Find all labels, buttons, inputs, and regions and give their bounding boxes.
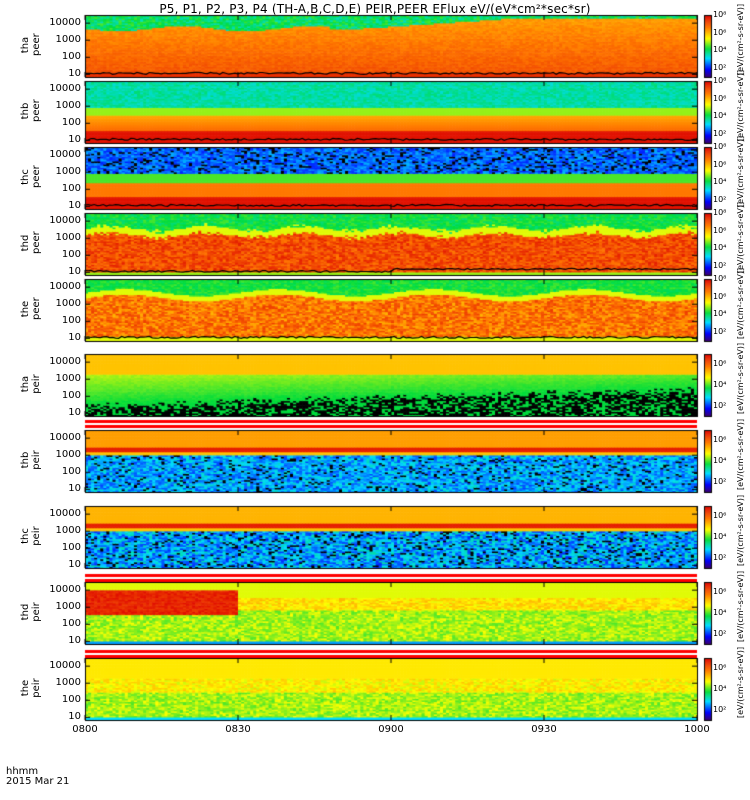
colorbar-label: [eV/(cm²-s-sr-eV)]: [736, 342, 745, 414]
colorbar-tick-label: 10⁸: [713, 142, 727, 151]
colorbar-tick-label: 10²: [713, 327, 727, 337]
y-tick-label: 10000: [49, 149, 81, 161]
x-tick-label: 0900: [378, 724, 404, 735]
y-tick-label: 10000: [49, 17, 81, 29]
y-tick-label: 1000: [55, 601, 81, 613]
y-tick-label: 10: [68, 134, 81, 146]
y-tick-label: 100: [61, 51, 81, 63]
y-tick-label: 10000: [49, 660, 81, 672]
y-tick-label: 10: [68, 407, 81, 419]
y-tick-label: 10: [68, 711, 81, 723]
y-tick-label: 10: [68, 332, 81, 344]
colorbar-tick-label: 10²: [713, 628, 727, 638]
y-tick-label: 10000: [49, 215, 81, 227]
colorbar-tick-label: 10⁶: [713, 511, 727, 521]
colorbar-tick-label: 10⁴: [713, 45, 727, 55]
colorbar-tick-label: 10⁴: [713, 532, 727, 541]
y-tick-label: 100: [61, 315, 81, 327]
y-tick-label: 100: [61, 183, 81, 195]
colorbar-label: [eV/(cm²-s-sr-eV)]: [736, 3, 745, 75]
y-tick-label: 1000: [55, 525, 81, 537]
date-label: 2015 Mar 21: [6, 776, 70, 787]
y-tick-label: 10: [68, 483, 81, 495]
y-tick-label: 10: [68, 68, 81, 80]
colorbar-tick-label: 10⁶: [713, 291, 727, 301]
colorbar-tick-label: 10⁶: [713, 359, 727, 369]
y-tick-label: 100: [61, 249, 81, 261]
colorbar-tick-label: 10⁸: [713, 208, 727, 217]
colorbar-tick-label: 10²: [713, 195, 727, 205]
y-tick-label: 10000: [49, 281, 81, 293]
colorbar-tick-label: 10⁶: [713, 435, 727, 445]
colorbar-tick-label: 10⁶: [713, 93, 727, 103]
colorbar-tick-label: 10⁴: [713, 243, 727, 253]
colorbar-tick-label: 10⁴: [713, 177, 727, 187]
x-axis-label: hhmm: [6, 766, 39, 777]
colorbar-tick-label: 10⁴: [713, 380, 727, 389]
colorbar-label: [eV/(cm²-s-sr-eV)]: [736, 646, 745, 718]
x-tick-label: 1000: [684, 724, 710, 735]
colorbar-tick-label: 10⁶: [713, 27, 727, 37]
colorbar-tick-label: 10²: [713, 476, 727, 486]
colorbar-tick-label: 10⁸: [713, 274, 727, 283]
colorbar-label: [eV/(cm²-s-sr-eV)]: [736, 69, 745, 141]
y-tick-label: 10000: [49, 508, 81, 520]
colorbar-tick-label: 10⁸: [713, 10, 727, 19]
y-tick-label: 1000: [55, 100, 81, 112]
y-tick-label: 100: [61, 117, 81, 129]
colorbar-label: [eV/(cm²-s-sr-eV)]: [736, 267, 745, 339]
colorbar-tick-label: 10⁶: [713, 587, 727, 597]
y-tick-label: 10: [68, 266, 81, 278]
colorbar-tick-label: 10²: [713, 129, 727, 139]
colorbar-tick-label: 10⁴: [713, 111, 727, 121]
y-tick-label: 1000: [55, 449, 81, 461]
colorbar-tick-label: 10⁴: [713, 309, 727, 319]
colorbar-label: [eV/(cm²-s-sr-eV)]: [736, 494, 745, 566]
y-tick-label: 10: [68, 200, 81, 212]
y-tick-label: 10: [68, 559, 81, 571]
y-tick-label: 1000: [55, 34, 81, 46]
y-tick-label: 1000: [55, 298, 81, 310]
x-tick-label: 0830: [225, 724, 251, 735]
colorbar-tick-label: 10⁶: [713, 663, 727, 673]
colorbar-tick-label: 10⁴: [713, 456, 727, 465]
y-tick-label: 10000: [49, 584, 81, 596]
y-tick-label: 10000: [49, 432, 81, 444]
y-tick-label: 100: [61, 694, 81, 706]
colorbar-tick-label: 10²: [713, 261, 727, 271]
y-tick-label: 1000: [55, 373, 81, 385]
y-tick-label: 100: [61, 542, 81, 554]
y-tick-label: 10: [68, 635, 81, 647]
colorbar-tick-label: 10⁸: [713, 76, 727, 85]
y-tick-label: 100: [61, 618, 81, 630]
colorbar-label: [eV/(cm²-s-sr-eV)]: [736, 135, 745, 207]
chart-title: P5, P1, P2, P3, P4 (TH-A,B,C,D,E) PEIR,P…: [159, 2, 591, 16]
colorbar-label: [eV/(cm²-s-sr-eV)]: [736, 418, 745, 490]
colorbar-label: [eV/(cm²-s-sr-eV)]: [736, 201, 745, 273]
y-tick-label: 1000: [55, 677, 81, 689]
y-tick-label: 10000: [49, 83, 81, 95]
colorbar-tick-label: 10⁴: [713, 684, 727, 693]
y-tick-label: 100: [61, 466, 81, 478]
colorbar-tick-label: 10²: [713, 552, 727, 562]
colorbar-tick-label: 10²: [713, 63, 727, 73]
x-tick-label: 0800: [72, 724, 98, 735]
y-tick-label: 1000: [55, 232, 81, 244]
y-tick-label: 1000: [55, 166, 81, 178]
colorbar-label: [eV/(cm²-s-sr-eV)]: [736, 570, 745, 642]
colorbar-tick-label: 10⁶: [713, 225, 727, 235]
colorbar-tick-label: 10²: [713, 704, 727, 714]
colorbar-tick-label: 10²: [713, 400, 727, 410]
x-tick-label: 0930: [531, 724, 557, 735]
colorbar-tick-label: 10⁴: [713, 608, 727, 617]
y-tick-label: 100: [61, 390, 81, 402]
y-tick-label: 10000: [49, 356, 81, 368]
colorbar-tick-label: 10⁶: [713, 159, 727, 169]
